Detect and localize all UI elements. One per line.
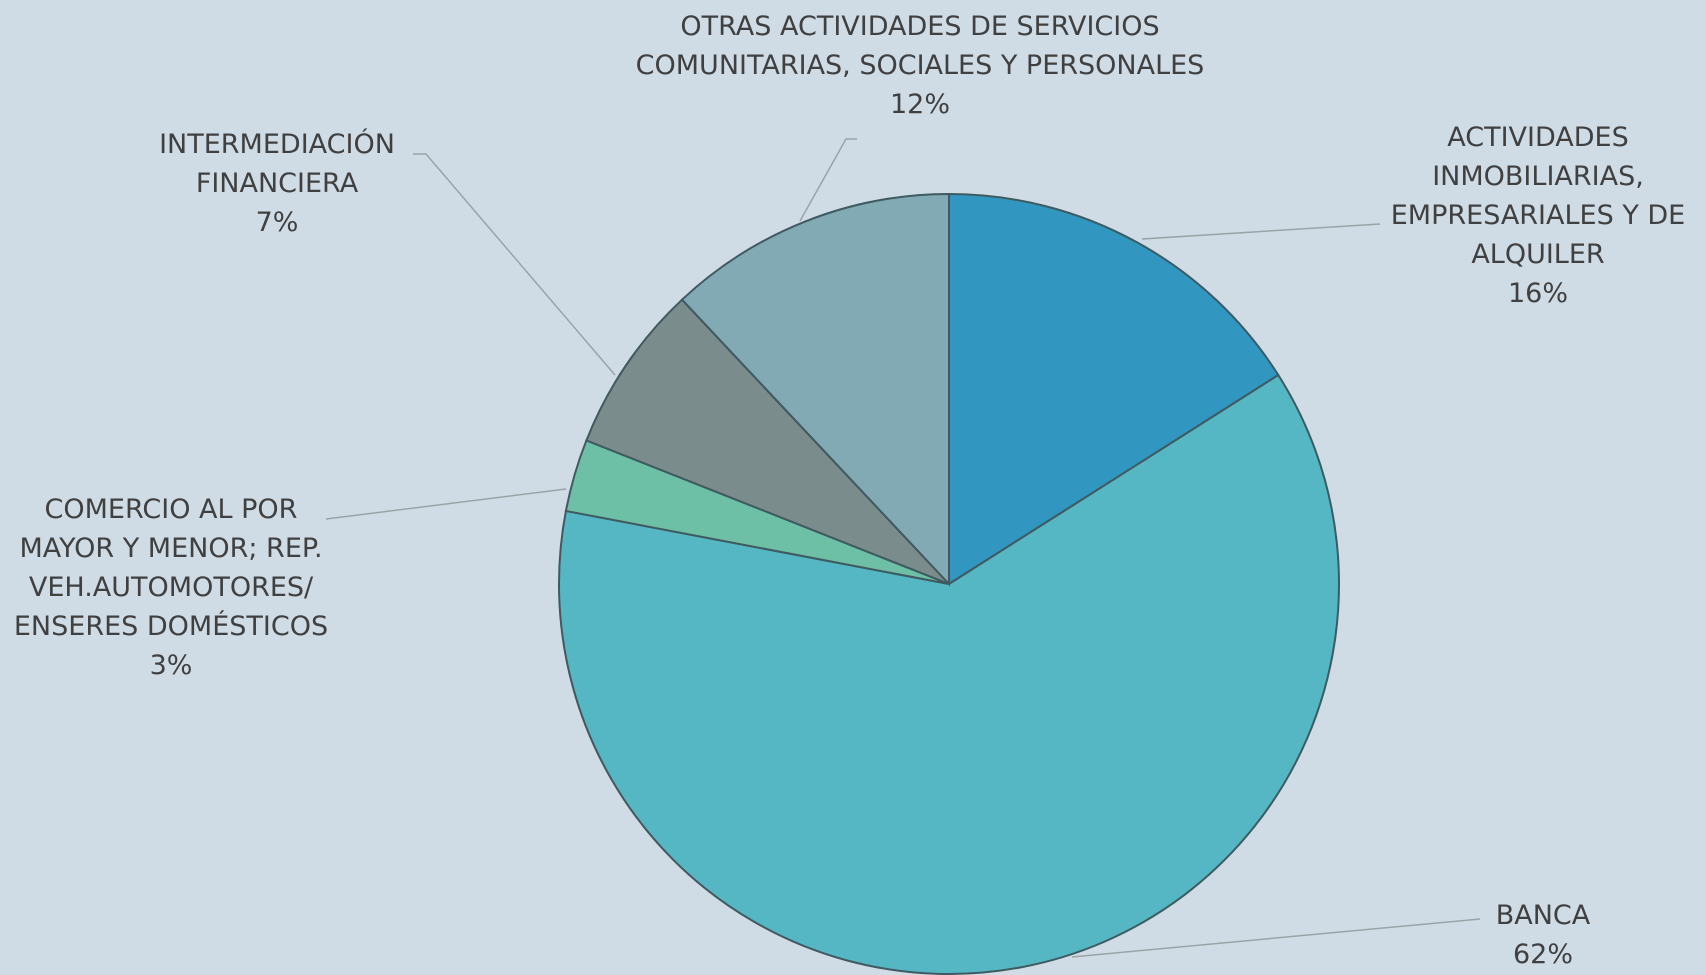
slice-label: OTRAS ACTIVIDADES DE SERVICIOS COMUNITAR… (590, 7, 1250, 124)
slice-label: BANCA 62% (1413, 896, 1673, 974)
pie-slice (680, 192, 950, 587)
category-name: COMERCIO AL POR MAYOR Y MENOR; REP. VEH.… (13, 494, 329, 642)
category-name: ACTIVIDADES INMOBILIARIAS, EMPRESARIALES… (1390, 122, 1686, 270)
percent-label: 3% (149, 650, 193, 681)
pie-slice (585, 298, 950, 585)
slice-label: INTERMEDIACIÓN FINANCIERA 7% (147, 125, 407, 242)
leader-line (799, 138, 857, 222)
leader-line (1071, 918, 1481, 958)
category-name: INTERMEDIACIÓN FINANCIERA (159, 129, 395, 199)
percent-label: 16% (1507, 278, 1568, 309)
leader-line (1141, 223, 1381, 240)
category-name: BANCA (1495, 900, 1591, 931)
leader-line (325, 488, 567, 520)
percent-label: 12% (889, 89, 950, 120)
percent-label: 62% (1512, 939, 1573, 970)
slice-label: COMERCIO AL POR MAYOR Y MENOR; REP. VEH.… (6, 490, 336, 685)
category-name: OTRAS ACTIVIDADES DE SERVICIOS COMUNITAR… (635, 11, 1205, 81)
slice-label: ACTIVIDADES INMOBILIARIAS, EMPRESARIALES… (1373, 118, 1703, 313)
pie-slice (558, 373, 1340, 975)
pie-slice (948, 192, 1280, 586)
leader-line (413, 153, 616, 376)
percent-label: 7% (255, 207, 299, 238)
